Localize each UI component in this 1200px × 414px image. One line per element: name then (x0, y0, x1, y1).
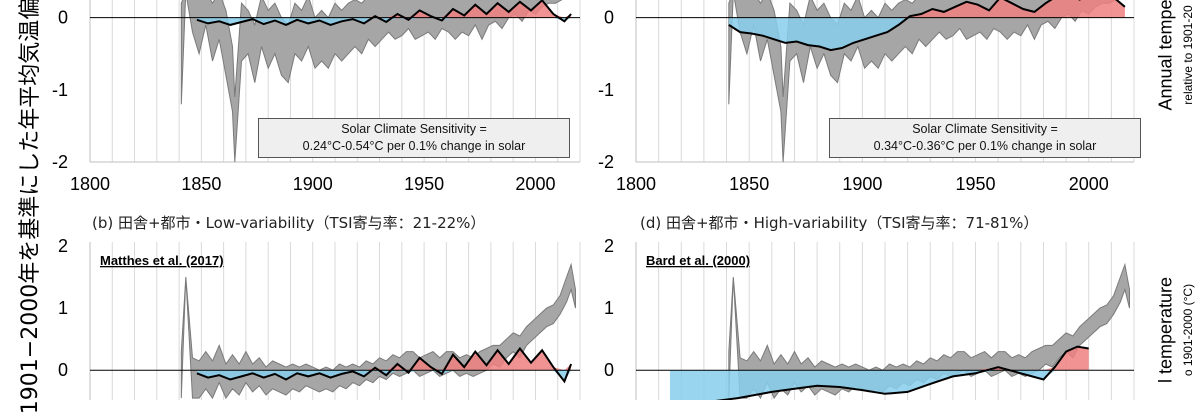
model-fit-line (728, 0, 1126, 52)
x-tick-label: 1850 (181, 174, 221, 194)
observed-temperature-band (180, 262, 576, 400)
sensitivity-line-1: Solar Climate Sensitivity = (912, 122, 1058, 136)
negative-anomaly-fill (196, 370, 572, 382)
y-axis-sublabel-english-bottom: o 1901-2000 (°C) (1181, 283, 1195, 377)
x-tick-label: 2000 (515, 174, 555, 194)
negative-anomaly-fill (669, 370, 1089, 400)
negative-anomaly-fill (728, 17, 1125, 51)
x-tick-label: 1900 (293, 174, 333, 194)
sensitivity-line-2: 0.34°C-0.36°C per 0.1% change in solar (873, 139, 1097, 153)
sensitivity-line-2: 0.24°C-0.54°C per 0.1% change in solar (302, 139, 526, 153)
y-tick-label: -2 (598, 152, 614, 172)
y-tick-label: 0 (604, 8, 614, 28)
plot-area (180, 0, 572, 162)
plot-area (669, 262, 1130, 400)
source-label: Bard et al. (2000) (646, 253, 750, 268)
observed-temperature-band (180, 0, 563, 162)
y-axis-label-english-bottom: l temperature (1155, 276, 1176, 384)
model-fit-line (196, 0, 572, 26)
plot-area (180, 262, 576, 400)
positive-anomaly-fill (728, 0, 1125, 18)
positive-anomaly-fill (196, 348, 572, 371)
x-tick-label: 1800 (70, 174, 110, 194)
sensitivity-box-a: Solar Climate Sensitivity = 0.24°C-0.54°… (258, 118, 570, 158)
x-tick-label: 1950 (404, 174, 444, 194)
negative-anomaly-fill (196, 17, 572, 25)
y-axis-label-japanese: 1901−2000年を基準にした年平均気温偏差 (18, 0, 43, 414)
y-tick-label: 2 (604, 236, 614, 256)
chart-panel-d: 2 1 0 Bard et al. (2000) (604, 236, 1135, 400)
source-label: Matthes et al. (2017) (100, 253, 224, 268)
model-fit-line (196, 346, 573, 384)
sensitivity-line-1: Solar Climate Sensitivity = (341, 122, 487, 136)
y-tick-label: 0 (604, 360, 614, 380)
model-fit-line (715, 345, 1089, 400)
plot-area (728, 0, 1126, 162)
y-axis-sublabel-english-top: relative to 1901-20 (1181, 5, 1195, 105)
chart-panel-b: 2 1 0 Matthes et al. (2017) (58, 236, 581, 400)
y-tick-label: -2 (52, 152, 68, 172)
caption-panel-b: (b) 田舎+都市・Low-variability（TSI寄与率：21-22%） (92, 214, 486, 232)
x-tick-label: 1950 (956, 174, 996, 194)
x-tick-label: 1800 (616, 174, 656, 194)
y-axis-label-english-top: Annual tempe (1155, 0, 1176, 111)
caption-panel-d: (d) 田舎+都市・High-variability（TSI寄与率：71-81%… (640, 214, 1039, 232)
positive-anomaly-fill (196, 0, 572, 18)
y-tick-label: 2 (58, 236, 68, 256)
y-tick-label: 1 (604, 298, 614, 318)
y-tick-label: 0 (58, 8, 68, 28)
y-tick-label: -1 (52, 80, 68, 100)
x-tick-label: 1900 (842, 174, 882, 194)
x-tick-label: 2000 (1069, 174, 1109, 194)
x-tick-label: 1850 (729, 174, 769, 194)
sensitivity-box-c: Solar Climate Sensitivity = 0.34°C-0.36°… (829, 118, 1141, 158)
y-tick-label: 1 (58, 298, 68, 318)
y-tick-label: 0 (58, 360, 68, 380)
y-tick-label: -1 (598, 80, 614, 100)
